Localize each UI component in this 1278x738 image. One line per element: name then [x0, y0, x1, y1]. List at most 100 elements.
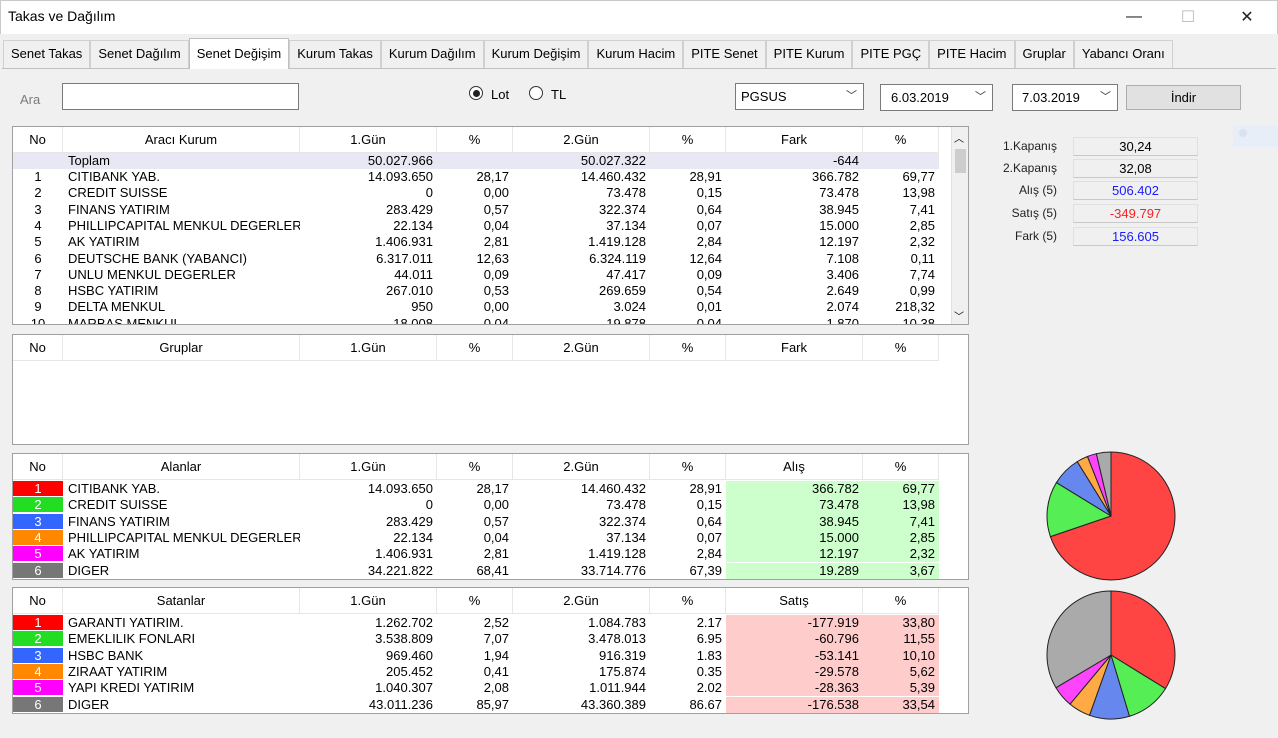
cell	[650, 153, 726, 169]
column-header[interactable]: 1.Gün	[300, 335, 437, 361]
tl-radio[interactable]	[529, 86, 543, 100]
tab-kurum-da-l-m[interactable]: Kurum Dağılım	[380, 40, 484, 68]
minimize-button[interactable]: —	[1126, 8, 1142, 25]
vertical-scrollbar[interactable]: ︿ ﹀	[951, 127, 968, 324]
table-row[interactable]: 4 PHILLIPCAPITAL MENKUL DEGERLER 22.134 0,0…	[13, 529, 939, 547]
column-header[interactable]: Alanlar	[63, 454, 300, 480]
column-header[interactable]: Fark	[726, 335, 863, 361]
column-header[interactable]: 2.Gün	[513, 127, 650, 153]
column-header[interactable]: 1.Gün	[300, 127, 437, 153]
table-row[interactable]: 6 DEUTSCHE BANK (YABANCI) 6.317.011 12,63 6.…	[13, 251, 939, 267]
column-header[interactable]: Aracı Kurum	[63, 127, 300, 153]
column-header[interactable]: No	[13, 454, 63, 480]
cell: 969.460	[386, 647, 433, 663]
table-row[interactable]: 9 DELTA MENKUL 950 0,00 3.024 0,01 2.074 218,32	[13, 299, 939, 315]
column-header[interactable]: 2.Gün	[513, 454, 650, 480]
table-row[interactable]: 2 CREDIT SUISSE 0 0,00 73.478 0,15 73.478 13,98	[13, 497, 939, 514]
groups-grid[interactable]: No Gruplar 1.Gün% 2.Gün% Fark%	[12, 334, 969, 445]
column-header[interactable]: %	[437, 335, 513, 361]
column-header[interactable]: 2.Gün	[513, 335, 650, 361]
table-row[interactable]: 1 CITIBANK YAB. 14.093.650 28,17 14.460.432 2…	[13, 169, 939, 185]
table-row[interactable]: 5 AK YATIRIM 1.406.931 2,81 1.419.128 2,84 12.…	[13, 234, 939, 250]
cell: 2	[13, 497, 63, 514]
tab-pite-pg-[interactable]: PITE PGÇ	[852, 40, 930, 68]
close-button[interactable]: ✕	[1240, 9, 1254, 26]
table-row[interactable]: 7 UNLU MENKUL DEGERLER 44.011 0,09 47.417 0,0…	[13, 267, 939, 283]
scroll-down-icon[interactable]: ﹀	[954, 312, 964, 323]
cell: PHILLIPCAPITAL MENKUL DEGERLER	[68, 217, 300, 233]
date1-picker[interactable]: 6.03.2019 ﹀	[880, 84, 993, 111]
tab-kurum-de-i-im[interactable]: Kurum Değişim	[483, 40, 589, 68]
table-row[interactable]: 2 EMEKLILIK FONLARI 3.538.809 7,07 3.478.013…	[13, 631, 939, 648]
column-header[interactable]: %	[863, 588, 939, 614]
tab-kurum-takas[interactable]: Kurum Takas	[289, 40, 381, 68]
maximize-button[interactable]: ☐	[1180, 9, 1196, 26]
sellers-grid[interactable]: No Satanlar 1.Gün% 2.Gün% Satış% 1 GARANTI YAT…	[12, 587, 969, 714]
column-header[interactable]: Alış	[726, 454, 863, 480]
column-header[interactable]: Gruplar	[63, 335, 300, 361]
column-header[interactable]: %	[437, 588, 513, 614]
scrollbar-thumb[interactable]	[955, 149, 966, 173]
column-header[interactable]: 1.Gün	[300, 588, 437, 614]
column-header[interactable]: Fark	[726, 127, 863, 153]
table-row[interactable]: 3 FINANS YATIRIM 283.429 0,57 322.374 0,64 38.…	[13, 513, 939, 530]
column-header[interactable]: %	[437, 127, 513, 153]
cell: 2,32	[863, 546, 939, 563]
broker-grid[interactable]: ︿ ﹀ No Aracı Kurum 1.Gün% 2.Gün% Fark% Toplam…	[12, 126, 969, 325]
column-header[interactable]: %	[863, 454, 939, 480]
table-row[interactable]: 3 HSBC BANK 969.460 1,94 916.319 1.83 -53.141 1…	[13, 647, 939, 664]
cell: Toplam	[68, 153, 110, 168]
table-row[interactable]: 2 CREDIT SUISSE 0 0,00 73.478 0,15 73.478 13,98	[13, 185, 939, 201]
column-header[interactable]: 2.Gün	[513, 588, 650, 614]
cell: 0,64	[696, 201, 722, 217]
table-row[interactable]: 1 CITIBANK YAB. 14.093.650 28,17 14.460.432 2…	[13, 481, 939, 498]
table-row[interactable]: 4 ZIRAAT YATIRIM 205.452 0,41 175.874 0.35 -29…	[13, 663, 939, 681]
download-button[interactable]: İndir	[1126, 85, 1241, 110]
cell: 28,91	[689, 169, 722, 184]
table-row[interactable]: 1 GARANTI YATIRIM. 1.262.702 2,52 1.084.783 2…	[13, 615, 939, 632]
tab-gruplar[interactable]: Gruplar	[1014, 40, 1074, 68]
tab-senet-da-l-m[interactable]: Senet Dağılım	[90, 40, 189, 68]
tab-senet-takas[interactable]: Senet Takas	[3, 40, 91, 68]
tab-yabanc-oran-[interactable]: Yabancı Oranı	[1073, 40, 1173, 68]
scroll-up-icon[interactable]: ︿	[954, 134, 964, 145]
column-header[interactable]: %	[863, 127, 939, 153]
tab-kurum-hacim[interactable]: Kurum Hacim	[588, 40, 684, 68]
cell: 2,81	[483, 234, 509, 250]
table-row[interactable]: 6 DIGER 34.221.822 68,41 33.714.776 67,39 19.2…	[13, 562, 939, 579]
table-row[interactable]: 6 DIGER 43.011.236 85,97 43.360.389 86.67 -176…	[13, 696, 939, 713]
column-header[interactable]: No	[13, 127, 63, 153]
column-header[interactable]: No	[13, 588, 63, 614]
column-header[interactable]: %	[650, 588, 726, 614]
table-row[interactable]: 8 HSBC YATIRIM 267.010 0,53 269.659 0,54 2.649…	[13, 283, 939, 299]
symbol-select[interactable]: PGSUS ﹀	[735, 83, 864, 110]
satis-value: -349.797	[1073, 204, 1198, 223]
search-input[interactable]	[62, 83, 299, 110]
total-row[interactable]: Toplam 50.027.966 50.027.322 -644	[13, 153, 939, 170]
table-row[interactable]: 5 AK YATIRIM 1.406.931 2,81 1.419.128 2,84 12.…	[13, 546, 939, 563]
tab-pite-kurum[interactable]: PITE Kurum	[765, 40, 853, 68]
cell: 950	[411, 299, 433, 315]
kapanis2-label: 2.Kapanış	[1002, 161, 1057, 175]
column-header[interactable]: %	[863, 335, 939, 361]
lot-radio[interactable]	[469, 86, 483, 100]
table-row[interactable]: 5 YAPI KREDI YATIRIM 1.040.307 2,08 1.011.94…	[13, 680, 939, 697]
column-header[interactable]: Satış	[726, 588, 863, 614]
tab-senet-de-i-im[interactable]: Senet Değişim	[188, 38, 290, 69]
column-header[interactable]: %	[650, 127, 726, 153]
column-header[interactable]: 1.Gün	[300, 454, 437, 480]
tab-pite-senet[interactable]: PITE Senet	[683, 40, 766, 68]
date2-picker[interactable]: 7.03.2019 ﹀	[1012, 84, 1118, 111]
column-header[interactable]: No	[13, 335, 63, 361]
column-header[interactable]: %	[650, 454, 726, 480]
column-header[interactable]: %	[437, 454, 513, 480]
cell: 0,04	[483, 315, 509, 325]
table-row[interactable]: 4 PHILLIPCAPITAL MENKUL DEGERLER 22.134 0,0…	[13, 218, 939, 234]
table-row[interactable]: 3 FINANS YATIRIM 283.429 0,57 322.374 0,64 38.…	[13, 202, 939, 218]
buyers-grid[interactable]: No Alanlar 1.Gün% 2.Gün% Alış% 1 CITIBANK YAB.…	[12, 453, 969, 580]
column-header[interactable]: %	[650, 335, 726, 361]
column-header[interactable]: Satanlar	[63, 588, 300, 614]
tab-pite-hacim[interactable]: PITE Hacim	[929, 40, 1015, 68]
cell: 69,77	[863, 481, 939, 498]
table-row[interactable]: 10 MARBAS MENKUL 18.008 0,04 19.878 0,04 1.870…	[13, 315, 939, 325]
